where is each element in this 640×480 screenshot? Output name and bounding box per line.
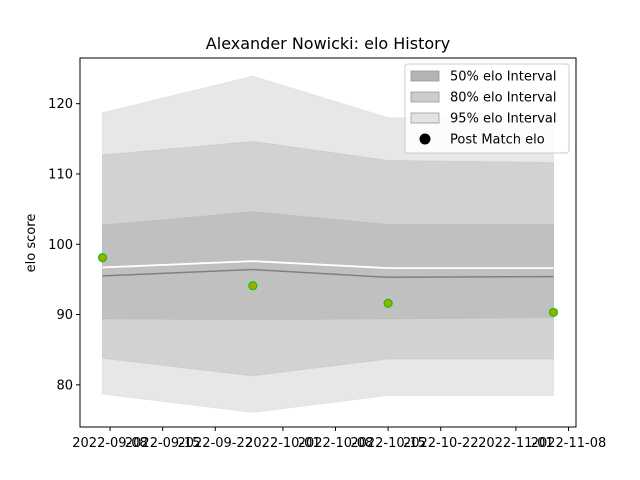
legend-box bbox=[404, 63, 570, 154]
legend-swatch bbox=[410, 91, 440, 103]
x-tick-label: 2022-09-22 bbox=[177, 436, 253, 451]
y-tick-label: 120 bbox=[48, 97, 73, 112]
legend-label: 80% elo Interval bbox=[450, 91, 557, 106]
plot-frame bbox=[79, 57, 577, 428]
post-match-points bbox=[97, 253, 559, 318]
x-tick-label: 2022-10-08 bbox=[298, 436, 374, 451]
mean-line bbox=[102, 260, 554, 270]
legend-label: 95% elo Interval bbox=[450, 112, 557, 127]
median-line bbox=[102, 268, 554, 279]
y-tick-label: 100 bbox=[48, 238, 73, 253]
y-tick-label: 90 bbox=[56, 308, 73, 323]
y-tick-label: 80 bbox=[56, 378, 73, 393]
x-tick-label: 2022-11-08 bbox=[531, 436, 607, 451]
x-tick-label: 2022-09-15 bbox=[125, 436, 201, 451]
post-match-point bbox=[383, 298, 393, 308]
post-match-point bbox=[97, 253, 108, 263]
legend-swatch bbox=[410, 70, 440, 82]
x-tick-label: 2022-11-01 bbox=[478, 436, 554, 451]
y-tick-label: 110 bbox=[48, 167, 73, 182]
legend-swatch bbox=[410, 112, 440, 124]
legend-label: 50% elo Interval bbox=[450, 70, 557, 85]
x-tick-label: 2022-09-08 bbox=[72, 436, 148, 451]
x-tick-label: 2022-10-01 bbox=[245, 436, 321, 451]
legend-label: Post Match elo bbox=[450, 133, 545, 148]
chart-title: Alexander Nowicki: elo History bbox=[206, 34, 450, 53]
elo-lines bbox=[102, 260, 554, 279]
x-tick-label: 2022-10-22 bbox=[403, 436, 479, 451]
y-axis-label: elo score bbox=[24, 214, 39, 273]
legend-marker bbox=[419, 133, 431, 145]
legend: 50% elo Interval 80% elo Interval 95% elo … bbox=[404, 63, 570, 154]
x-tick-label: 2022-10-15 bbox=[350, 436, 426, 451]
post-match-point bbox=[248, 281, 258, 291]
post-match-point bbox=[548, 307, 559, 318]
axes: 80 90 100 110 120 2022-09-082022-09-152022-09… bbox=[48, 57, 607, 451]
